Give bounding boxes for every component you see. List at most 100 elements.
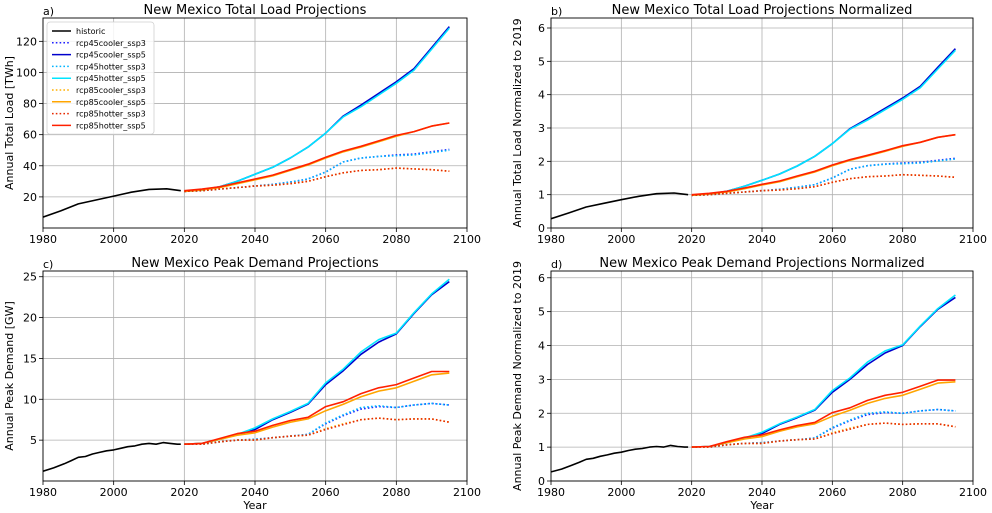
x-tick-label: 2020 xyxy=(170,233,198,246)
series-group xyxy=(551,48,956,220)
y-tick-label: 60 xyxy=(23,129,37,142)
series-line-rcp85cooler_ssp3 xyxy=(691,422,956,448)
series-line-historic xyxy=(43,441,181,472)
panel-label: a) xyxy=(43,5,54,18)
panel-4: 1980 2000 2020 2040 2060 2080 2100 0 1 2 3 4 5 6 New M… xyxy=(511,256,987,512)
x-tick-label: 2040 xyxy=(241,233,269,246)
series-group xyxy=(43,26,450,218)
series-line-historic xyxy=(43,188,181,218)
series-line-rcp45cooler_ssp5 xyxy=(691,48,956,197)
series-line-historic xyxy=(551,444,689,473)
series-line-rcp45hotter_ssp5 xyxy=(691,294,956,448)
chart-title: New Mexico Peak Demand Projections xyxy=(131,256,379,271)
panel-label: b) xyxy=(551,5,562,18)
y-tick-label: 1 xyxy=(538,189,545,202)
y-tick-label: 2 xyxy=(538,155,545,168)
x-tick-label: 2020 xyxy=(678,233,706,246)
x-tick-label: 2000 xyxy=(100,486,128,499)
y-tick-label: 40 xyxy=(23,160,37,173)
panel-label: c) xyxy=(43,258,53,271)
series-group xyxy=(43,278,450,472)
legend-label: rcp45hotter_ssp3 xyxy=(76,62,146,71)
x-axis-label: Year xyxy=(749,499,774,512)
x-tick-label: 2100 xyxy=(453,486,481,499)
series-line-rcp45hotter_ssp3 xyxy=(184,402,450,446)
chart-title: New Mexico Peak Demand Projections Norma… xyxy=(599,256,924,271)
y-tick-label: 20 xyxy=(23,191,37,204)
x-tick-label: 2100 xyxy=(453,233,481,246)
y-tick-label: 80 xyxy=(23,98,37,111)
series-line-rcp85hotter_ssp3 xyxy=(691,422,956,448)
series-line-rcp45hotter_ssp3 xyxy=(691,408,956,448)
x-tick-label: 1980 xyxy=(29,486,57,499)
x-tick-label: 2040 xyxy=(748,486,776,499)
y-tick-label: 2 xyxy=(538,407,545,420)
grid xyxy=(550,18,974,229)
x-tick-label: 2060 xyxy=(312,233,340,246)
x-tick-label: 2100 xyxy=(959,486,987,499)
panel-3: 1980 2000 2020 2040 2060 2080 2100 5 10 15 20 25 New… xyxy=(3,256,481,512)
legend-box xyxy=(46,21,155,135)
y-tick-label: 1 xyxy=(538,441,545,454)
y-tick-label: 4 xyxy=(538,340,545,353)
legend-label: rcp85hotter_ssp5 xyxy=(76,121,146,130)
y-tick-label: 20 xyxy=(23,312,37,325)
y-tick-label: 10 xyxy=(23,393,37,406)
y-tick-label: 5 xyxy=(538,55,545,68)
y-tick-label: 120 xyxy=(16,35,37,48)
y-axis-label: Annual Peak Demand [GW] xyxy=(3,301,16,450)
y-tick-label: 6 xyxy=(538,22,545,35)
x-tick-label: 2000 xyxy=(607,486,635,499)
series-line-rcp45hotter_ssp3 xyxy=(184,149,450,193)
x-tick-label: 2100 xyxy=(959,233,987,246)
chart-title: New Mexico Total Load Projections Normal… xyxy=(612,3,913,18)
x-tick-label: 1980 xyxy=(29,233,57,246)
x-axis-label: Year xyxy=(242,499,267,512)
x-tick-label: 2000 xyxy=(100,233,128,246)
y-tick-label: 0 xyxy=(538,222,545,235)
series-line-rcp45hotter_ssp5 xyxy=(691,49,956,197)
x-tick-label: 2060 xyxy=(818,233,846,246)
panel-2: 1980 2000 2020 2040 2060 2080 2100 0 1 2 3 4 5 6 New M… xyxy=(511,3,987,246)
series-line-rcp45cooler_ssp5 xyxy=(184,26,450,193)
x-tick-label: 2080 xyxy=(382,486,410,499)
y-axis-label: Annual Total Load Normalized to 2019 xyxy=(511,18,524,227)
y-tick-label: 6 xyxy=(538,272,545,285)
series-line-rcp85cooler_ssp5 xyxy=(184,372,450,445)
series-line-rcp85hotter_ssp5 xyxy=(691,379,956,448)
grid xyxy=(550,271,974,482)
series-group xyxy=(551,294,956,473)
y-tick-label: 0 xyxy=(538,475,545,488)
legend: historic rcp45cooler_ssp3 rcp45cooler_ssp5… xyxy=(46,21,155,135)
legend-label: historic xyxy=(76,27,105,36)
series-line-rcp85hotter_ssp5 xyxy=(184,122,450,192)
y-tick-label: 5 xyxy=(538,306,545,319)
legend-label: rcp85cooler_ssp5 xyxy=(76,98,146,107)
grid xyxy=(42,271,468,481)
y-tick-label: 3 xyxy=(538,373,545,386)
x-tick-label: 1980 xyxy=(537,486,565,499)
x-tick-label: 2060 xyxy=(818,486,846,499)
x-tick-label: 2080 xyxy=(889,233,917,246)
series-line-rcp85hotter_ssp3 xyxy=(184,417,450,446)
x-tick-label: 2080 xyxy=(382,233,410,246)
legend-label: rcp45hotter_ssp5 xyxy=(76,74,146,83)
x-tick-label: 2020 xyxy=(678,486,706,499)
series-line-rcp85hotter_ssp5 xyxy=(184,370,450,445)
y-axis-label: Annual Total Load [TWh] xyxy=(3,56,16,190)
series-line-rcp85cooler_ssp5 xyxy=(691,381,956,448)
y-tick-label: 25 xyxy=(23,271,37,284)
chart-title: New Mexico Total Load Projections xyxy=(144,3,367,18)
x-tick-label: 2040 xyxy=(241,486,269,499)
series-line-rcp85hotter_ssp3 xyxy=(691,173,956,197)
series-line-rcp45cooler_ssp5 xyxy=(691,296,956,448)
series-line-rcp85cooler_ssp3 xyxy=(691,173,956,197)
x-tick-label: 1980 xyxy=(537,233,565,246)
x-tick-label: 2020 xyxy=(170,486,198,499)
series-line-rcp45hotter_ssp5 xyxy=(184,27,450,193)
y-tick-label: 5 xyxy=(30,434,37,447)
y-tick-label: 15 xyxy=(23,352,37,365)
legend-label: rcp45cooler_ssp5 xyxy=(76,51,146,60)
y-tick-label: 100 xyxy=(16,66,37,79)
